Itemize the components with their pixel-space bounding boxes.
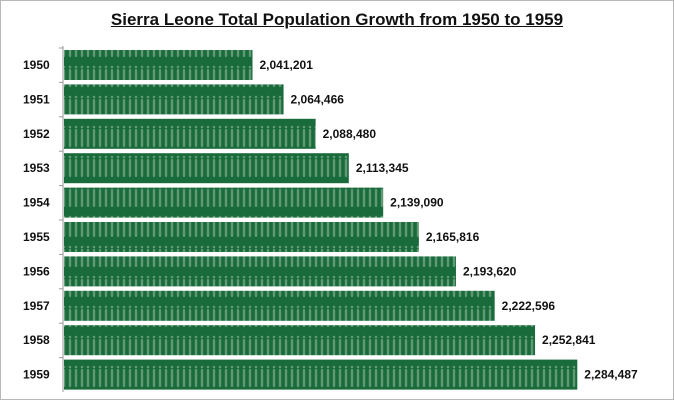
y-tick-label: 1957 — [23, 299, 50, 313]
bar-1950 — [64, 50, 253, 80]
data-label: 2,041,201 — [260, 58, 314, 72]
y-tick-label: 1951 — [23, 92, 50, 106]
y-tick-label: 1953 — [23, 161, 50, 175]
y-tick-label: 1955 — [23, 230, 50, 244]
bar-1952 — [64, 118, 316, 149]
chart-title-text: Sierra Leone Total Population Growth fro… — [110, 10, 564, 29]
bar-1956 — [64, 256, 456, 287]
y-tick-label: 1959 — [23, 368, 50, 382]
data-label: 2,088,480 — [323, 127, 377, 141]
bar-1958 — [64, 325, 536, 356]
bar-1953 — [64, 153, 349, 184]
y-tick-label: 1956 — [23, 264, 50, 278]
data-label: 2,113,345 — [356, 161, 409, 175]
y-tick-label: 1954 — [23, 196, 50, 210]
data-label: 2,222,596 — [502, 299, 556, 313]
bar-1954 — [64, 187, 384, 218]
data-label: 2,193,620 — [463, 264, 517, 278]
data-label: 2,139,090 — [390, 196, 444, 210]
y-tick-label: 1952 — [23, 127, 50, 141]
y-tick-label: 1958 — [23, 333, 50, 347]
bar-1957 — [64, 290, 495, 321]
chart-title: Sierra Leone Total Population Growth fro… — [1, 10, 673, 30]
data-label: 2,064,466 — [291, 92, 345, 106]
data-label: 2,165,816 — [426, 230, 480, 244]
bar-1959 — [64, 359, 578, 390]
y-tick-label: 1950 — [23, 58, 50, 72]
bar-1955 — [64, 222, 419, 252]
data-label: 2,252,841 — [542, 333, 596, 347]
bar-1951 — [64, 84, 284, 115]
data-label: 2,284,487 — [584, 368, 638, 382]
